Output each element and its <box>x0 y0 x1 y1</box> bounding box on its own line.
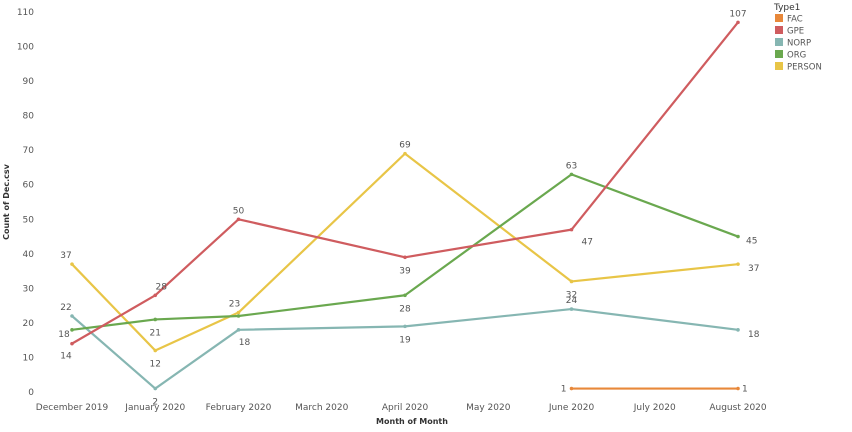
series-layer <box>70 20 740 391</box>
data-label-org: 28 <box>399 304 411 314</box>
legend-swatch-person <box>775 62 783 70</box>
series-line-org[interactable] <box>70 173 740 331</box>
data-point-norp[interactable] <box>403 324 407 329</box>
data-point-norp[interactable] <box>736 328 740 332</box>
y-tick-label: 110 <box>17 8 34 18</box>
legend-swatch-norp <box>775 38 783 46</box>
legend-item-fac[interactable]: FAC <box>787 15 803 25</box>
y-tick-label: 60 <box>23 181 35 191</box>
series-line-person[interactable] <box>70 152 740 352</box>
y-tick-label: 20 <box>23 319 35 329</box>
data-label-person: 12 <box>150 360 161 370</box>
x-tick-label: July 2020 <box>633 403 676 413</box>
series-line-norp[interactable] <box>70 307 740 390</box>
y-tick-label: 30 <box>23 284 35 294</box>
data-point-org[interactable] <box>153 317 158 322</box>
y-tick-label: 90 <box>23 77 35 87</box>
legend-item-gpe[interactable]: GPE <box>787 27 804 37</box>
data-point-gpe[interactable] <box>153 293 158 298</box>
legend-item-org[interactable]: ORG <box>787 51 806 61</box>
x-tick-label: April 2020 <box>382 403 429 413</box>
data-point-fac[interactable] <box>569 386 574 391</box>
data-point-norp[interactable] <box>569 307 574 311</box>
data-label-fac: 1 <box>742 385 748 395</box>
data-label-gpe: 28 <box>156 282 168 292</box>
legend-swatch-fac <box>775 14 783 22</box>
data-point-person[interactable] <box>236 310 241 315</box>
data-point-fac[interactable] <box>736 386 740 391</box>
data-point-person[interactable] <box>569 279 574 284</box>
data-label-norp: 22 <box>60 303 71 313</box>
y-tick-label: 40 <box>23 250 35 260</box>
data-point-org[interactable] <box>70 328 74 332</box>
y-tick-label: 100 <box>17 43 34 53</box>
y-axis: 0 10 20 30 40 50 60 70 80 90 100 110 <box>17 8 34 398</box>
x-tick-label: December 2019 <box>36 403 109 413</box>
data-point-norp[interactable] <box>153 386 158 391</box>
x-tick-label: January 2020 <box>124 403 185 413</box>
y-tick-label: 10 <box>23 353 35 363</box>
data-label-org: 18 <box>58 330 70 340</box>
data-point-norp[interactable] <box>236 328 241 332</box>
y-tick-label: 70 <box>23 146 35 156</box>
legend-title: Type1 <box>773 3 800 13</box>
data-label-org: 21 <box>150 328 161 338</box>
legend-swatch-gpe <box>775 26 783 34</box>
data-point-gpe[interactable] <box>736 20 740 25</box>
data-label-fac: 1 <box>561 385 567 395</box>
x-tick-label: August 2020 <box>709 403 767 413</box>
data-point-org[interactable] <box>569 172 574 177</box>
data-label-person: 23 <box>229 300 240 310</box>
data-label-norp: 18 <box>748 330 760 340</box>
data-label-norp: 19 <box>399 335 411 345</box>
data-label-gpe: 50 <box>233 206 245 216</box>
legend-item-person[interactable]: PERSON <box>787 63 822 73</box>
data-label-person: 37 <box>748 264 759 274</box>
data-label-norp: 18 <box>239 338 251 348</box>
data-label-gpe: 107 <box>729 9 746 19</box>
y-tick-label: 80 <box>23 112 35 122</box>
x-axis: December 2019 January 2020 February 2020 Ma… <box>36 403 767 413</box>
data-point-gpe[interactable] <box>236 217 241 222</box>
legend[interactable]: Type1 FAC GPE NORP ORG PERSON <box>773 3 822 73</box>
y-axis-title: Count of Dec.csv <box>2 163 11 239</box>
data-point-gpe[interactable] <box>70 341 74 346</box>
x-tick-label: June 2020 <box>548 403 595 413</box>
legend-item-norp[interactable]: NORP <box>787 39 811 49</box>
data-label-person: 69 <box>399 141 411 151</box>
data-point-org[interactable] <box>736 234 740 239</box>
series-line-gpe[interactable] <box>70 21 740 345</box>
data-label-gpe: 14 <box>60 352 72 362</box>
data-label-person: 37 <box>60 251 71 261</box>
data-label-norp: 2 <box>152 398 158 408</box>
data-point-person[interactable] <box>70 262 74 266</box>
data-point-org[interactable] <box>236 314 241 318</box>
data-label-org: 45 <box>746 237 757 247</box>
y-tick-label: 0 <box>28 388 34 398</box>
legend-swatch-org <box>775 50 783 58</box>
y-tick-label: 50 <box>23 215 35 225</box>
data-point-person[interactable] <box>153 348 158 353</box>
data-point-org[interactable] <box>403 293 407 298</box>
data-label-gpe: 47 <box>582 238 593 248</box>
data-point-gpe[interactable] <box>569 227 574 232</box>
x-tick-label: May 2020 <box>466 403 511 413</box>
x-axis-title: Month of Month <box>376 417 448 426</box>
data-label-org: 63 <box>566 161 577 171</box>
data-label-gpe: 39 <box>399 266 411 276</box>
data-label-person: 32 <box>566 290 577 300</box>
data-point-person[interactable] <box>403 151 407 156</box>
data-label-norp: 24 <box>566 296 578 306</box>
data-point-norp[interactable] <box>70 314 74 318</box>
x-tick-label: March 2020 <box>295 403 348 413</box>
data-point-gpe[interactable] <box>403 255 407 260</box>
x-tick-label: February 2020 <box>206 403 272 413</box>
data-point-person[interactable] <box>736 262 740 266</box>
